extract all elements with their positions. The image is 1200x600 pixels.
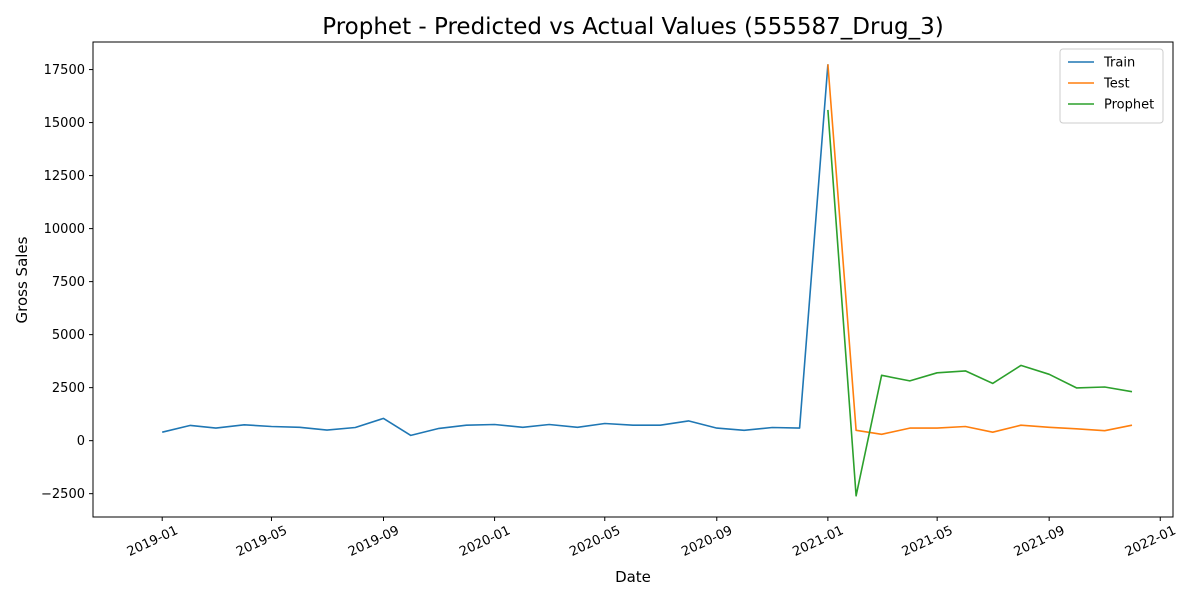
y-tick-label: 2500 <box>52 381 85 396</box>
series-line-test <box>827 64 1133 436</box>
x-tick-label: 2020-05 <box>567 523 623 560</box>
x-tick-label: 2019-09 <box>346 523 402 560</box>
legend-label-test: Test <box>1103 77 1130 92</box>
chart-title: Prophet - Predicted vs Actual Values (55… <box>322 14 943 40</box>
x-tick-label: 2020-01 <box>457 523 513 560</box>
plot-area <box>92 41 1174 518</box>
x-tick-label: 2022-01 <box>1123 523 1179 560</box>
y-tick-label: −2500 <box>41 487 85 502</box>
x-tick-label: 2021-09 <box>1012 523 1068 560</box>
y-tick-label: 15000 <box>44 116 85 131</box>
plot-frame <box>92 41 1174 518</box>
y-tick-label: 7500 <box>52 275 85 290</box>
legend-label-train: Train <box>1103 56 1135 71</box>
y-axis-label: Gross Sales <box>13 236 31 323</box>
x-axis: 2019-01 2019-05 2019-09 2020-01 2020-05 2020-… <box>125 517 1179 560</box>
x-tick-label: 2019-05 <box>234 523 290 560</box>
x-tick-label: 2021-05 <box>900 523 956 560</box>
series-line-prophet <box>827 109 1133 497</box>
y-tick-label: 17500 <box>44 63 85 78</box>
x-tick-label: 2019-01 <box>125 523 181 560</box>
x-axis-label: Date <box>615 568 651 586</box>
x-tick-label: 2020-09 <box>679 523 735 560</box>
y-tick-label: 0 <box>77 434 85 449</box>
series-layer <box>162 64 1133 497</box>
y-tick-label: 10000 <box>44 222 85 237</box>
y-tick-label: 12500 <box>44 169 85 184</box>
y-axis: −2500 0 2500 5000 7500 10000 12500 15000 17500 <box>41 63 93 502</box>
legend: Train Test Prophet <box>1059 48 1164 124</box>
series-line-train <box>162 64 829 437</box>
legend-label-prophet: Prophet <box>1104 98 1154 113</box>
x-tick-label: 2021-01 <box>790 523 846 560</box>
y-tick-label: 5000 <box>52 328 85 343</box>
